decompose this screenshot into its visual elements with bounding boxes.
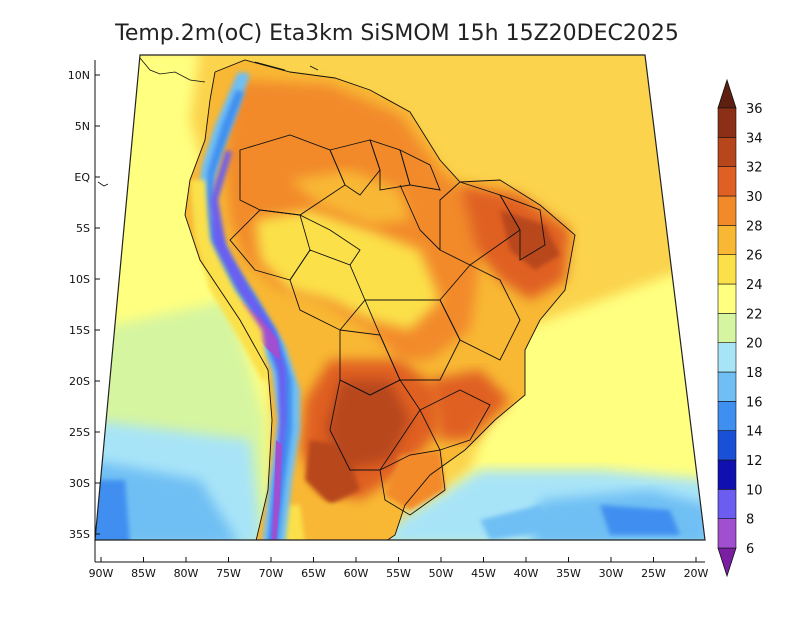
colorbar-label: 30 (746, 190, 763, 205)
colorbar-segment (717, 430, 737, 461)
latitude-axis: 10N 5N EQ 5S 10S 15S 20S 25S 30S 35S (68, 69, 100, 541)
lat-tick-label: 25S (69, 426, 90, 439)
lon-tick-label: 80W (174, 567, 199, 580)
colorbar-segment (717, 195, 737, 226)
lon-tick-label: 30W (599, 567, 624, 580)
map-frame (94, 54, 706, 541)
colorbar-label: 20 (746, 337, 763, 352)
colorbar-label: 12 (746, 454, 763, 469)
colorbar-label: 18 (746, 366, 763, 381)
lat-tick-label: 5S (76, 222, 90, 235)
colorbar-segment (717, 489, 737, 519)
lat-tick-label: EQ (74, 171, 90, 184)
lon-tick-label: 25W (641, 567, 666, 580)
colorbar-label: 22 (746, 307, 763, 322)
colorbar-segment (717, 518, 737, 549)
lon-tick-label: 50W (429, 567, 454, 580)
colorbar-segment (717, 283, 737, 314)
colorbar-label: 10 (746, 483, 763, 498)
lon-tick-label: 45W (471, 567, 496, 580)
lon-tick-label: 55W (386, 567, 411, 580)
lon-tick-label: 90W (89, 567, 114, 580)
lat-tick-label: 20S (69, 375, 90, 388)
lat-tick-label: 15S (69, 324, 90, 337)
lon-tick-label: 75W (216, 567, 241, 580)
map-title: Temp.2m(oC) Eta3km SiSMOM 15h 15Z20DEC20… (114, 21, 679, 46)
lat-tick-label: 10S (69, 273, 90, 286)
lon-tick-label: 70W (259, 567, 284, 580)
temperature-field (95, 55, 705, 540)
lat-tick-label: 30S (69, 477, 90, 490)
colorbar-segment (717, 371, 737, 402)
colorbar-segment (717, 225, 737, 255)
colorbar-label: 32 (746, 161, 763, 176)
lon-tick-label: 65W (301, 567, 326, 580)
colorbar-bottom-arrow (717, 547, 737, 578)
colorbar-label: 24 (746, 278, 763, 293)
colorbar-label: 8 (746, 513, 754, 528)
temperature-colorbar: 6 8 10 12 14 16 18 20 22 24 26 28 30 32 34 36 (717, 78, 763, 578)
lon-tick-label: 35W (556, 567, 581, 580)
colorbar-segment (717, 137, 737, 167)
colorbar-segment (717, 166, 737, 197)
lon-tick-label: 60W (344, 567, 369, 580)
lat-tick-label: 35S (69, 528, 90, 541)
colorbar-label: 14 (746, 425, 763, 440)
lon-tick-label: 40W (514, 567, 539, 580)
lat-tick-label: 10N (68, 69, 90, 82)
colorbar-label: 16 (746, 395, 763, 410)
country-boundaries (184, 59, 576, 540)
lon-tick-label: 20W (684, 567, 709, 580)
colorbar-segment (717, 459, 737, 490)
lon-tick-label: 85W (131, 567, 156, 580)
colorbar-segment (717, 107, 737, 138)
colorbar-segment (717, 342, 737, 373)
colorbar-label: 36 (746, 102, 763, 117)
colorbar-top-arrow (717, 78, 737, 109)
colorbar-segment (717, 401, 737, 431)
lat-tick-label: 5N (75, 120, 90, 133)
longitude-axis: 90W 85W 80W 75W 70W 65W 60W 55W 50W 45W 40W 35W 30W 2… (89, 557, 709, 580)
colorbar-label: 28 (746, 219, 763, 234)
coastline-details (97, 57, 319, 187)
colorbar-segment (717, 254, 737, 285)
colorbar-segment (717, 313, 737, 343)
colorbar-label: 26 (746, 249, 763, 264)
colorbar-label: 6 (746, 542, 754, 557)
colorbar-label: 34 (746, 131, 763, 146)
